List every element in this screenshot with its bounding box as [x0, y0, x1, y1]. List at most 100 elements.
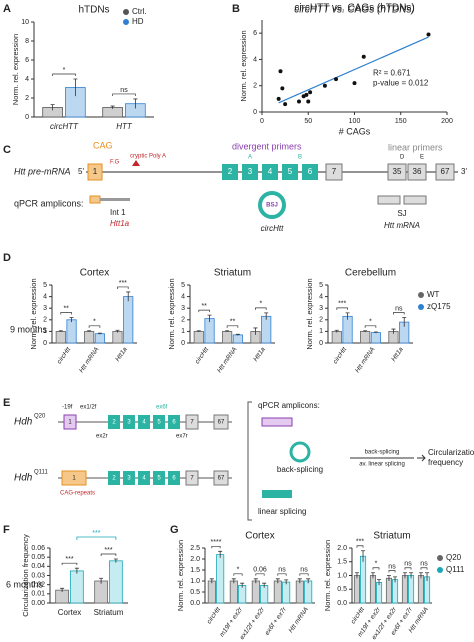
point — [276, 96, 281, 101]
panel-label: D — [3, 252, 11, 264]
error-bar — [264, 312, 269, 320]
significance-label: ** — [230, 319, 236, 326]
allele-sup: Q20 — [34, 414, 46, 420]
end-label: 3' — [461, 167, 467, 176]
primer-marker: B — [298, 155, 302, 161]
x-axis-label: # CAGs — [339, 126, 371, 136]
significance-bracket — [420, 567, 428, 570]
significance-bracket — [255, 307, 267, 310]
bar — [273, 580, 282, 604]
exon — [282, 164, 298, 180]
y-tick-label: 2.5 — [190, 545, 200, 552]
bar — [112, 330, 123, 344]
legend-label: Ctrl. — [132, 7, 147, 16]
y-tick-label: 0.01 — [31, 591, 45, 598]
x-tick-label: circHtt — [56, 345, 73, 365]
trendline — [278, 36, 429, 104]
significance-label: ns — [388, 563, 396, 570]
y-tick-label: 0.06 — [31, 545, 45, 552]
bar — [109, 560, 123, 604]
y-tick-label: 0.02 — [31, 582, 45, 589]
exon-label: 67 — [218, 476, 225, 482]
significance-bracket — [198, 309, 210, 313]
polya-marker — [132, 160, 140, 166]
ratio-label: av. linear splicing — [359, 462, 405, 468]
exon-label: 36 — [413, 167, 422, 176]
exon — [262, 164, 278, 180]
bar — [193, 330, 204, 344]
point — [308, 90, 313, 95]
significance-label: ** — [63, 305, 69, 312]
bar — [260, 585, 269, 604]
x-tick-label: Striatum — [94, 608, 124, 617]
panel-c-diagram: CAG divergent primers linear primers cry… — [14, 140, 467, 233]
amplicon — [403, 195, 427, 205]
exon — [185, 414, 199, 430]
x-tick-label: Cortex — [58, 608, 82, 617]
y-tick-label: 0 — [25, 114, 29, 121]
exon-label: 4 — [142, 420, 146, 426]
annotation: R² = 0.671 — [373, 68, 411, 77]
allele-sup: Q111 — [34, 470, 48, 476]
point — [334, 77, 338, 82]
amplicon-label: circHtt — [261, 224, 284, 233]
y-tick-label: 0.5 — [337, 586, 347, 593]
exon-row: 2 3 4 5 6 7 67 — [108, 414, 229, 430]
error-bar — [253, 578, 258, 584]
error-bar — [74, 567, 79, 574]
exon — [222, 164, 238, 180]
x-tick-label: ex6f + ex7r — [264, 605, 289, 636]
exons-teal: 2 3 4 5 6 — [222, 164, 318, 180]
bar — [370, 332, 381, 344]
amplicon-label: Int 1 — [110, 208, 126, 217]
y-tick-label: 0 — [43, 340, 47, 347]
circ-rna — [258, 191, 286, 219]
exon-label: 6 — [172, 420, 176, 426]
primer-label: ex1/2f — [80, 405, 97, 411]
error-bar — [207, 314, 212, 323]
bar-chart: 0.0 0.5 1.0 1.5 2.0 Norm. rel. expression Stri… — [323, 531, 465, 641]
y-tick-label: 4 — [25, 76, 29, 83]
bsj-label: BSJ — [266, 203, 278, 209]
y-tick-label: 0.00 — [31, 600, 45, 607]
exon — [213, 414, 229, 430]
error-bar — [409, 572, 414, 579]
marker-label: cryptic Poly A — [130, 154, 166, 160]
error-bar — [99, 577, 104, 584]
y-tick-label: 0.04 — [31, 563, 45, 570]
y-axis-label: Norm. rel. expression — [239, 30, 248, 101]
panel-label: C — [3, 144, 11, 156]
error-bar — [334, 329, 339, 333]
exon — [168, 471, 180, 485]
y-tick-label: 6 — [25, 57, 29, 64]
chart-title: Striatum — [373, 531, 410, 542]
bar — [369, 575, 377, 604]
legend-marker — [418, 304, 424, 310]
error-bar — [386, 575, 391, 581]
significance-label: *** — [356, 539, 364, 546]
bar-chart: 0.00 0.01 0.02 0.03 0.04 0.05 0.06Circularizat… — [21, 530, 128, 617]
y-tick-label: 5 — [181, 282, 185, 289]
exon-label: 1 — [68, 420, 72, 426]
significance-label: * — [369, 319, 372, 326]
y-tick-label: 2.0 — [190, 556, 200, 563]
bar — [353, 575, 361, 604]
exon — [108, 415, 120, 429]
x-tick-label: 0 — [260, 118, 264, 125]
primer-label: ex6f — [156, 405, 168, 411]
result-label: frequency — [428, 458, 463, 467]
error-bar — [275, 578, 280, 584]
error-bar — [402, 572, 407, 579]
axis — [33, 22, 154, 118]
legend-label: zQ175 — [427, 302, 451, 311]
significance-label: *** — [338, 301, 346, 308]
bar — [401, 575, 409, 604]
exon-label: 4 — [142, 476, 146, 482]
significance-bracket — [393, 312, 405, 315]
panel-label: B — [232, 3, 240, 15]
error-bar — [361, 550, 366, 562]
x-tick-label: Htt1a — [252, 346, 267, 363]
error-bar — [370, 572, 375, 579]
significance-bracket — [117, 286, 129, 289]
